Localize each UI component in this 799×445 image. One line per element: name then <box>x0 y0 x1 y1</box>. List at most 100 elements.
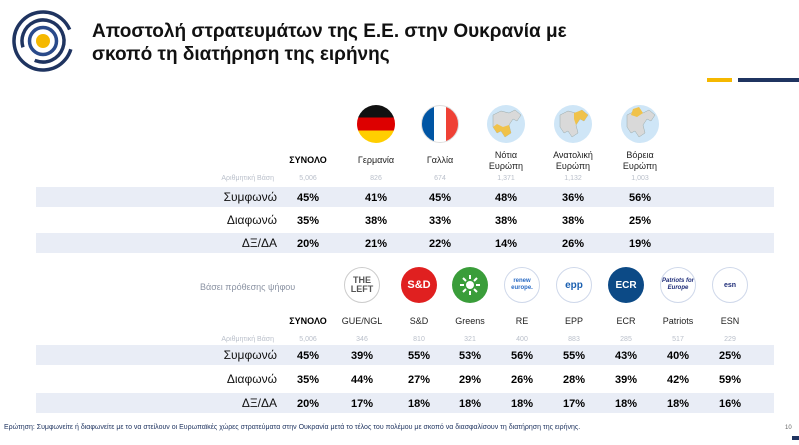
decor-bar-yellow <box>707 78 732 82</box>
north-europe-map-icon <box>621 105 659 143</box>
table-cell: 45% <box>428 192 452 204</box>
party-base-value: 321 <box>464 336 476 343</box>
table-cell: 53% <box>458 350 482 362</box>
east-europe-map-icon <box>554 105 592 143</box>
logo-text: THE LEFT <box>350 275 374 294</box>
party-base-value: 400 <box>516 336 528 343</box>
region-base-value: 5,006 <box>299 175 317 182</box>
table-cell: 18% <box>614 398 638 410</box>
logo-text: S&D <box>407 279 431 291</box>
france-flag-icon <box>421 105 459 143</box>
party-base-value: 285 <box>620 336 632 343</box>
epp-logo-icon: epp <box>556 267 592 303</box>
sd-logo-icon: S&D <box>401 267 437 303</box>
germany-flag-icon <box>357 105 395 143</box>
title-line-2: σκοπό τη διατήρηση της ειρήνης <box>92 44 390 65</box>
party-base-value: 229 <box>724 336 736 343</box>
logo-text: epp <box>565 279 583 291</box>
party-col-total: ΣΥΝΟΛΟ <box>289 316 327 326</box>
decor-bar-navy <box>738 78 799 82</box>
row-label-disagree: Διαφωνώ <box>226 213 277 227</box>
table-cell: 26% <box>510 374 534 386</box>
region-col-south: Νότια Ευρώπη <box>488 150 524 171</box>
party-base-value: 883 <box>568 336 580 343</box>
table-cell: 45% <box>296 192 320 204</box>
region-col-france: Γαλλία <box>426 155 454 165</box>
region-col-north: Βόρεια Ευρώπη <box>622 150 658 171</box>
table-cell: 39% <box>614 374 638 386</box>
party-base-value: 5,006 <box>299 336 317 343</box>
row-label-agree: Συμφωνώ <box>223 190 277 204</box>
region-col-germany: Γερμανία <box>357 155 395 165</box>
row-label-dk-na: ΔΞ/ΔΑ <box>241 396 277 410</box>
table-cell: 28% <box>562 374 586 386</box>
gue-ngl-logo-icon: THE LEFT <box>344 267 380 303</box>
table-cell: 19% <box>628 238 652 250</box>
table-cell: 25% <box>628 215 652 227</box>
region-base-value: 1,003 <box>631 175 649 182</box>
table-cell: 59% <box>718 374 742 386</box>
table-cell: 27% <box>407 374 431 386</box>
party-col-patriots: Patriots <box>662 316 694 326</box>
table-cell: 38% <box>494 215 518 227</box>
row-label-agree: Συμφωνώ <box>223 348 277 362</box>
party-col-esn: ESN <box>720 316 740 326</box>
table-cell: 18% <box>458 398 482 410</box>
table-cell: 44% <box>350 374 374 386</box>
row-label-disagree: Διαφωνώ <box>226 372 277 386</box>
table-row-band <box>36 345 774 365</box>
party-base-value: 346 <box>356 336 368 343</box>
table-cell: 14% <box>494 238 518 250</box>
region-base-value: 674 <box>434 175 446 182</box>
table-cell: 21% <box>364 238 388 250</box>
table-cell: 55% <box>562 350 586 362</box>
title-line-1: Αποστολή στρατευμάτων της Ε.Ε. στην Ουκρ… <box>92 21 567 42</box>
party-base-label: Αριθμητική Βάση <box>221 336 274 343</box>
brand-logo-icon <box>12 10 74 72</box>
region-base-value: 1,371 <box>497 175 515 182</box>
table-cell: 38% <box>561 215 585 227</box>
logo-text: ECR <box>615 279 637 291</box>
table-cell: 18% <box>666 398 690 410</box>
table-row-band <box>36 187 774 207</box>
region-base-value: 1,132 <box>564 175 582 182</box>
table-cell: 18% <box>510 398 534 410</box>
logo-text: esn <box>723 281 737 289</box>
table-cell: 45% <box>296 350 320 362</box>
table-row-band <box>36 233 774 253</box>
table-cell: 40% <box>666 350 690 362</box>
logo-text: Patriots for Europe <box>661 278 694 291</box>
party-col-re: RE <box>515 316 529 326</box>
row-label-dk-na: ΔΞ/ΔΑ <box>241 236 277 250</box>
table-cell: 55% <box>407 350 431 362</box>
patriots-logo-icon: Patriots for Europe <box>660 267 696 303</box>
table-cell: 20% <box>296 238 320 250</box>
party-col-gue-ngl: GUE/NGL <box>341 316 383 326</box>
table-cell: 22% <box>428 238 452 250</box>
table-cell: 29% <box>458 374 482 386</box>
table-cell: 33% <box>428 215 452 227</box>
question-footnote: Ερώτηση: Συμφωνείτε ή διαφωνείτε με το ν… <box>4 424 581 431</box>
table-cell: 42% <box>666 374 690 386</box>
greens-logo-icon <box>452 267 488 303</box>
ecr-logo-icon: ECR <box>608 267 644 303</box>
region-col-east: Ανατολική Ευρώπη <box>553 150 593 171</box>
party-col-epp: EPP <box>564 316 583 326</box>
table-cell: 17% <box>350 398 374 410</box>
table-cell: 17% <box>562 398 586 410</box>
table-cell: 48% <box>494 192 518 204</box>
party-base-value: 810 <box>413 336 425 343</box>
region-base-label: Αριθμητική Βάση <box>221 175 274 182</box>
region-base-value: 826 <box>370 175 382 182</box>
sunflower-icon <box>460 275 480 295</box>
decor-corner-bar <box>792 436 799 440</box>
south-europe-map-icon <box>487 105 525 143</box>
table-cell: 56% <box>628 192 652 204</box>
table-cell: 20% <box>296 398 320 410</box>
table-cell: 35% <box>296 215 320 227</box>
vote-intention-label: Βάσει πρόθεσης ψήφου <box>200 282 296 292</box>
logo-text: renew europe. <box>511 278 533 291</box>
table-cell: 39% <box>350 350 374 362</box>
renew-logo-icon: renew europe. <box>504 267 540 303</box>
party-col-greens: Greens <box>455 316 485 326</box>
